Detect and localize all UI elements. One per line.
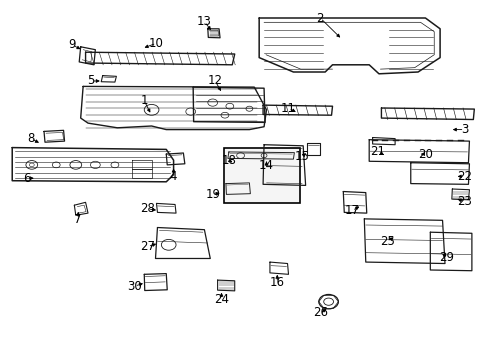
- Text: 29: 29: [438, 251, 453, 264]
- Text: 20: 20: [417, 148, 432, 161]
- Text: 11: 11: [281, 102, 295, 114]
- Text: 18: 18: [221, 154, 236, 167]
- Text: 16: 16: [269, 276, 284, 289]
- Text: 26: 26: [312, 306, 327, 319]
- Text: 6: 6: [23, 172, 31, 185]
- Text: 27: 27: [140, 240, 155, 253]
- Text: 5: 5: [86, 75, 94, 87]
- Text: 24: 24: [214, 293, 228, 306]
- Text: 1: 1: [140, 94, 148, 107]
- Text: 22: 22: [456, 170, 471, 183]
- Text: 14: 14: [259, 159, 273, 172]
- Text: 15: 15: [294, 150, 309, 163]
- FancyBboxPatch shape: [224, 148, 299, 203]
- Text: 13: 13: [197, 15, 211, 28]
- Text: 28: 28: [140, 202, 155, 215]
- Text: 17: 17: [344, 204, 359, 217]
- Text: 21: 21: [370, 145, 385, 158]
- Text: 2: 2: [316, 12, 324, 24]
- Text: 4: 4: [169, 170, 177, 183]
- Text: 12: 12: [207, 75, 222, 87]
- Text: 8: 8: [27, 132, 35, 145]
- Text: 30: 30: [127, 280, 142, 293]
- Text: 23: 23: [456, 195, 471, 208]
- Text: 9: 9: [68, 39, 76, 51]
- Text: 25: 25: [380, 235, 394, 248]
- Text: 3: 3: [460, 123, 468, 136]
- Text: 7: 7: [74, 213, 82, 226]
- Text: 19: 19: [205, 188, 220, 201]
- Text: 10: 10: [149, 37, 163, 50]
